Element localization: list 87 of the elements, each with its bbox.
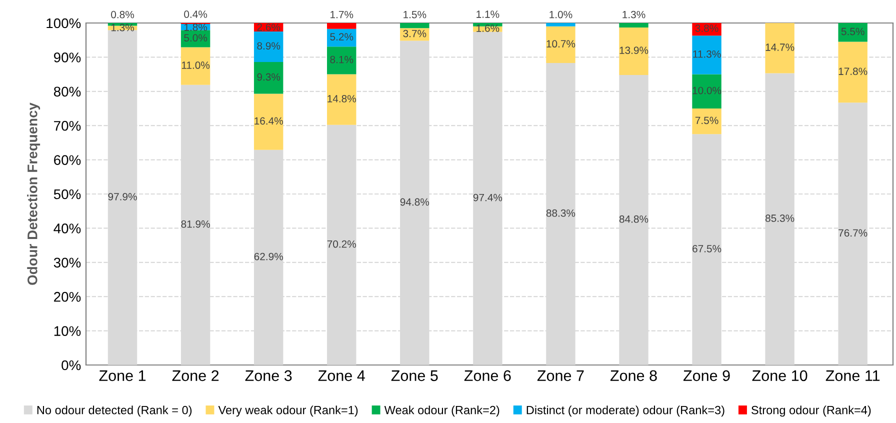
x-tick-label: Zone 2 — [172, 370, 219, 382]
data-label: 62.9% — [254, 252, 283, 260]
bar — [180, 47, 210, 85]
data-label: 85.3% — [765, 214, 794, 222]
data-label: 14.8% — [328, 95, 356, 102]
data-label: 81.9% — [181, 220, 210, 228]
data-label: 17.8% — [838, 68, 868, 76]
x-tick-label: Zone 4 — [318, 370, 365, 382]
bar — [838, 42, 868, 103]
x-tick-label: Zone 7 — [537, 370, 584, 382]
bar — [692, 108, 722, 134]
data-label: 76.7% — [838, 229, 868, 237]
data-label: 5.0% — [184, 34, 208, 42]
bar — [619, 27, 648, 75]
y-tick-label: 10% — [54, 326, 81, 336]
bar — [546, 26, 576, 64]
legend-label: Very weak odour (Rank=1) — [218, 406, 358, 417]
data-label: 94.8% — [400, 198, 430, 206]
data-label: 84.8% — [619, 215, 648, 223]
bar — [838, 23, 868, 42]
y-tick-label: 40% — [54, 224, 81, 234]
data-label: 0.4% — [184, 10, 208, 18]
data-label: 1.5% — [404, 10, 426, 18]
y-tick-label: 0% — [62, 360, 81, 370]
x-tick-label: Zone 11 — [826, 370, 880, 382]
data-label: 1.3% — [111, 24, 134, 32]
data-label: 1.8% — [184, 24, 208, 31]
data-label: 3.7% — [403, 30, 426, 38]
data-label: 8.9% — [257, 42, 280, 50]
data-label: 88.3% — [546, 209, 576, 217]
data-label: 11.3% — [693, 50, 721, 58]
bar — [254, 94, 284, 150]
data-label: 0.8% — [111, 10, 134, 18]
bar — [765, 23, 794, 74]
data-label: 2.6% — [257, 24, 280, 31]
data-label: 97.4% — [473, 194, 502, 202]
x-tick-label: Zone 10 — [752, 370, 808, 382]
bar — [400, 28, 430, 41]
bar — [692, 36, 722, 74]
y-tick-label: 80% — [54, 86, 81, 97]
x-tick-label: Zone 5 — [391, 370, 438, 382]
data-label: 5.2% — [330, 33, 354, 40]
y-tick-label: 90% — [54, 52, 81, 62]
data-label: 8.1% — [330, 56, 354, 64]
bar — [254, 62, 284, 94]
y-tick-label: 30% — [54, 258, 81, 268]
y-tick-label: 70% — [54, 120, 81, 131]
x-tick-label: Zone 3 — [245, 370, 292, 382]
y-tick-label: 50% — [54, 189, 81, 200]
bar — [619, 23, 648, 28]
bar — [180, 30, 210, 48]
legend-label: No odour detected (Rank = 0) — [37, 406, 192, 417]
data-label: 13.9% — [620, 46, 648, 54]
y-tick-label: 20% — [54, 292, 81, 302]
x-tick-label: Zone 6 — [464, 370, 511, 382]
data-label: 1.1% — [476, 10, 500, 18]
bar — [327, 46, 356, 74]
bar — [254, 32, 284, 62]
data-label: 3.8% — [695, 24, 718, 32]
legend-label: Distinct (or moderate) odour (Rank=3) — [526, 406, 724, 417]
y-tick-label: 100% — [46, 18, 81, 28]
x-tick-label: Zone 9 — [683, 370, 730, 382]
data-label: 5.5% — [841, 28, 864, 36]
data-label: 10.7% — [546, 40, 576, 48]
bar — [327, 74, 356, 125]
y-axis-title: Odour Detection Frequency — [27, 102, 40, 285]
data-label: 11.0% — [182, 62, 210, 69]
data-label: 7.5% — [695, 116, 718, 124]
bar — [546, 23, 576, 26]
legend-label: Weak odour (Rank=2) — [384, 406, 500, 417]
data-label: 67.5% — [692, 244, 722, 252]
data-label: 1.7% — [330, 10, 354, 18]
data-label: 1.6% — [476, 24, 500, 32]
x-tick-label: Zone 1 — [99, 370, 146, 382]
data-label: 1.3% — [622, 10, 646, 18]
data-label: 9.3% — [257, 73, 280, 81]
y-tick-label: 60% — [54, 155, 81, 165]
legend-label: Strong odour (Rank=4) — [752, 406, 871, 417]
data-label: 16.4% — [254, 117, 283, 125]
x-tick-label: Zone 8 — [610, 370, 657, 382]
bar — [473, 23, 502, 26]
bar — [327, 23, 356, 29]
data-label: 70.2% — [327, 240, 356, 248]
data-label: 1.0% — [550, 10, 572, 18]
bar — [400, 23, 430, 28]
data-label: 97.9% — [108, 193, 137, 200]
data-label: 14.7% — [766, 44, 794, 51]
